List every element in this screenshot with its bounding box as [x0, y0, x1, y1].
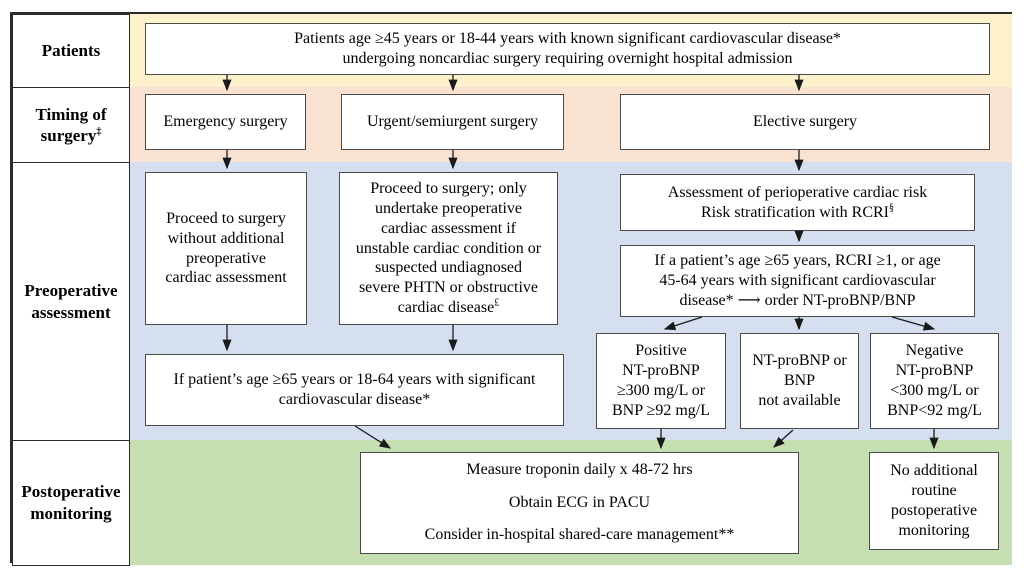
box-bnp-positive: Positive NT-proBNP ≥300 mg/L or BNP ≥92 … — [596, 333, 726, 429]
row-label-preoperative-text: Preoperative assessment — [24, 281, 118, 322]
box-emergency-surgery: Emergency surgery — [145, 94, 306, 150]
box-patients-criteria: Patients age ≥45 years or 18-44 years wi… — [145, 23, 990, 75]
row-label-postoperative: Postoperative monitoring — [12, 439, 130, 566]
row-label-timing-text: Timing of surgery‡ — [35, 104, 107, 145]
box-proceed-conditional-assessment: Proceed to surgery; only undertake preop… — [339, 172, 558, 325]
timing-footnote-mark: ‡ — [96, 126, 102, 138]
box-elective-surgery: Elective surgery — [620, 94, 990, 150]
proceed-conditional-text: Proceed to surgery; only undertake preop… — [355, 180, 542, 317]
risk-assessment-text: Assessment of perioperative cardiac risk… — [667, 183, 928, 221]
box-age-criteria: If patient’s age ≥65 years or 18-64 year… — [145, 354, 564, 426]
row-label-preoperative: Preoperative assessment — [12, 162, 130, 441]
box-postop-care: Measure troponin daily x 48-72 hrs Obtai… — [360, 452, 799, 554]
box-no-monitoring: No additional routine postoperative moni… — [869, 452, 999, 550]
box-order-bnp: If a patient’s age ≥65 years, RCRI ≥1, o… — [620, 245, 975, 317]
box-proceed-without-assessment: Proceed to surgery without additional pr… — [145, 172, 307, 325]
box-bnp-unavailable: NT-proBNP or BNP not available — [740, 333, 859, 429]
row-label-timing: Timing of surgery‡ — [12, 86, 130, 164]
pound-footnote-mark: £ — [494, 297, 500, 309]
row-label-postoperative-text: Postoperative monitoring — [21, 482, 121, 523]
section-footnote-mark: § — [889, 202, 894, 214]
box-bnp-negative: Negative NT-proBNP <300 mg/L or BNP<92 m… — [870, 333, 999, 429]
box-risk-assessment: Assessment of perioperative cardiac risk… — [620, 174, 975, 231]
row-label-patients-text: Patients — [41, 41, 101, 61]
box-urgent-surgery: Urgent/semiurgent surgery — [341, 94, 564, 150]
row-label-patients: Patients — [12, 14, 130, 88]
flowchart-figure: Patients Timing of surgery‡ Preoperative… — [10, 12, 1012, 566]
